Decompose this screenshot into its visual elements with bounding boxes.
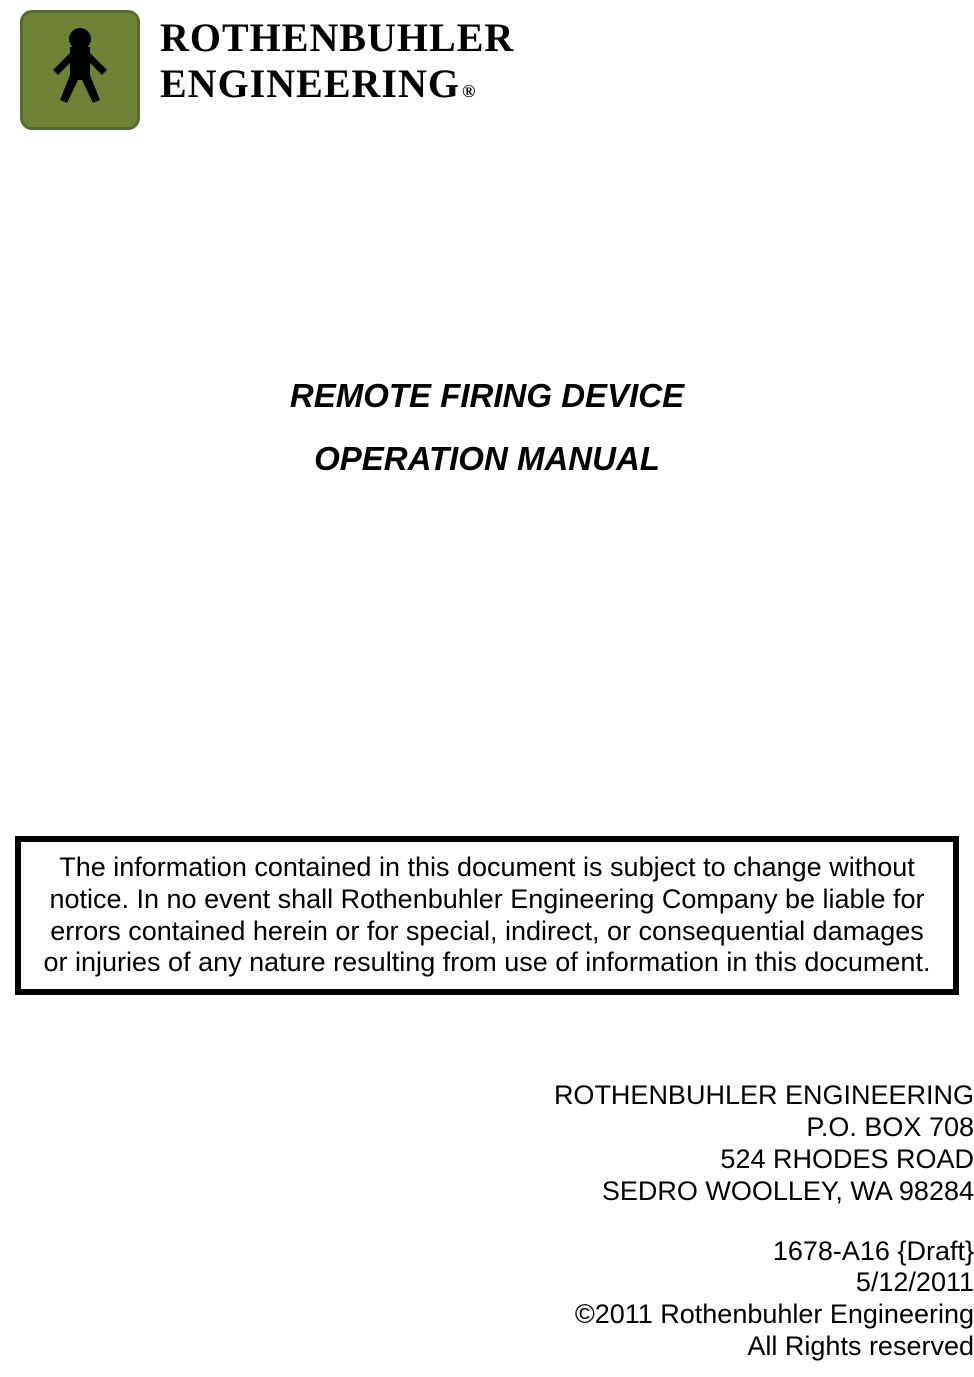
company-name-line2: ENGINEERING ® bbox=[160, 61, 514, 107]
footer-spacer bbox=[554, 1208, 974, 1236]
footer-copyright: ©2011 Rothenbuhler Engineering bbox=[554, 1299, 974, 1331]
footer-street: 524 RHODES ROAD bbox=[554, 1144, 974, 1176]
footer: ROTHENBUHLER ENGINEERING P.O. BOX 708 52… bbox=[554, 1080, 974, 1363]
company-name-text1: ROTHENBUHLER bbox=[160, 15, 514, 61]
company-name-line1: ROTHENBUHLER bbox=[160, 15, 514, 61]
company-name-text2: ENGINEERING bbox=[160, 61, 460, 107]
disclaimer-box: The information contained in this docume… bbox=[15, 836, 959, 995]
footer-city: SEDRO WOOLLEY, WA 98284 bbox=[554, 1176, 974, 1208]
footer-company: ROTHENBUHLER ENGINEERING bbox=[554, 1080, 974, 1112]
title-line2: OPERATION MANUAL bbox=[0, 438, 974, 481]
disclaimer-text: The information contained in this docume… bbox=[35, 852, 939, 979]
registered-mark: ® bbox=[462, 81, 476, 102]
logo-figure-icon bbox=[45, 25, 115, 115]
document-page: ROTHENBUHLER ENGINEERING ® REMOTE FIRING… bbox=[0, 0, 974, 1377]
header: ROTHENBUHLER ENGINEERING ® bbox=[0, 0, 974, 130]
company-name: ROTHENBUHLER ENGINEERING ® bbox=[160, 10, 514, 107]
footer-date: 5/12/2011 bbox=[554, 1267, 974, 1299]
footer-docid: 1678-A16 {Draft} bbox=[554, 1236, 974, 1268]
title-section: REMOTE FIRING DEVICE OPERATION MANUAL bbox=[0, 375, 974, 481]
footer-rights: All Rights reserved bbox=[554, 1331, 974, 1363]
title-line1: REMOTE FIRING DEVICE bbox=[0, 375, 974, 418]
company-logo bbox=[20, 10, 140, 130]
footer-pobox: P.O. BOX 708 bbox=[554, 1112, 974, 1144]
